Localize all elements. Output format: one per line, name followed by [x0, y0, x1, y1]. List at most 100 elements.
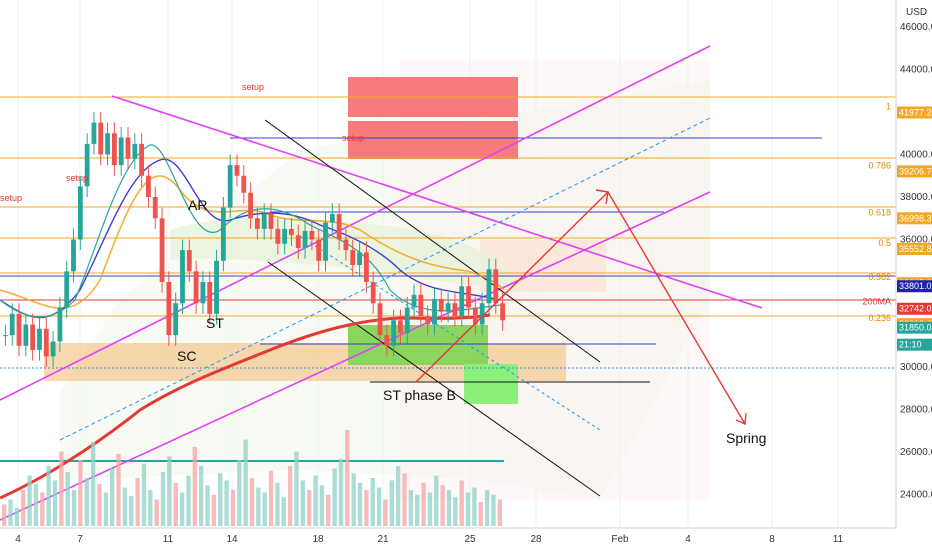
ma-200-label: 200MA [862, 297, 891, 307]
candle [255, 207, 260, 240]
volume-bar [103, 492, 109, 526]
moving-averages [0, 144, 505, 500]
candle [111, 122, 117, 176]
candle [64, 260, 70, 319]
candle [146, 165, 151, 208]
annotation-st-phase-b: ST phase B [383, 387, 456, 403]
volume-bar [243, 439, 248, 526]
candle [125, 126, 131, 170]
volume-bar [186, 475, 191, 526]
x-tick-label: 25 [464, 534, 476, 545]
time-axis[interactable]: 4 7 11 14 18 21 25 28 Feb 4 8 11 [0, 527, 896, 545]
volume-bar [453, 497, 458, 526]
candle [472, 296, 478, 336]
volume-bar [179, 492, 185, 526]
candle [479, 292, 485, 336]
candle [43, 318, 49, 367]
fib-level-label: 0.5 [878, 238, 891, 248]
volume-bar [307, 490, 312, 526]
candle [3, 324, 8, 346]
annotation-sc: SC [177, 348, 196, 364]
volume-bar [434, 475, 439, 526]
volume-bar [395, 466, 401, 526]
volume-bar [224, 480, 229, 526]
volume-bar [497, 499, 502, 526]
volume-bar [370, 478, 375, 526]
volume-bar [364, 490, 369, 526]
price-axis[interactable]: 24000.026000.028000.030000.032000.034000… [895, 0, 932, 528]
volume-bar [294, 451, 299, 526]
volume-bar [135, 478, 140, 526]
volume-bar [148, 490, 153, 526]
volume-bar [110, 468, 115, 526]
volume-bar [198, 466, 204, 526]
price-label-box: 31850.0 [897, 321, 932, 334]
candle [452, 292, 458, 327]
volume-bar [383, 499, 388, 526]
volume-bar [33, 484, 39, 526]
fib-level-label: 0.382 [868, 272, 891, 282]
volume-bar [351, 473, 356, 526]
candle [166, 271, 172, 346]
fib-level-label: 0.618 [868, 207, 891, 217]
volume-bar [154, 499, 159, 526]
candle [200, 271, 206, 314]
volume-bar [300, 480, 306, 526]
volume-bars [2, 430, 502, 526]
candle [193, 260, 199, 314]
volume-bar [129, 496, 134, 526]
volume-bar [230, 490, 236, 526]
candle [50, 330, 56, 367]
volume-bar [205, 485, 210, 526]
x-tick-label: 18 [312, 534, 324, 545]
volume-bar [472, 487, 477, 526]
fib-level-label: 0.236 [868, 313, 891, 323]
candle [30, 313, 36, 361]
volume-bar [287, 466, 293, 526]
candle [357, 241, 362, 276]
volume-bar [249, 478, 255, 526]
y-tick-label: 36000.0 [900, 235, 932, 246]
candle [16, 303, 22, 357]
candle [186, 239, 192, 282]
volume-bar [160, 472, 166, 526]
volume-bar [319, 485, 325, 526]
volume-bar [141, 463, 147, 526]
svg-text:32742.0: 32742.0 [899, 304, 932, 314]
volume-bar [345, 430, 350, 526]
volume-bar [8, 499, 13, 526]
volume-bar [478, 502, 483, 526]
volume-bar [27, 475, 32, 526]
candle [411, 284, 417, 319]
fib-labels: 1 0.786 0.618 0.5 0.382 0.236 200MA [862, 101, 891, 323]
candle [241, 165, 247, 204]
candle [398, 309, 403, 344]
volume-bar [281, 497, 286, 526]
candle [57, 296, 63, 353]
volume-bar [338, 458, 344, 526]
candle [391, 309, 397, 357]
annotation-st: ST [206, 315, 224, 331]
volume-bar [40, 492, 45, 526]
ma-200-line [0, 313, 491, 500]
candle [289, 218, 294, 246]
volume-bar [484, 490, 490, 526]
x-tick-label: 14 [226, 534, 238, 545]
candle [132, 133, 138, 170]
green-zone-main [348, 325, 488, 365]
x-tick-label: 8 [769, 534, 775, 545]
x-tick-label: 4 [15, 534, 21, 545]
volume-bar [65, 472, 70, 526]
volume-bar [440, 485, 445, 526]
zones [44, 60, 710, 500]
price-label-box: 35552.8 [897, 243, 932, 256]
volume-bar [78, 460, 83, 526]
candle [152, 186, 158, 229]
candle [295, 224, 301, 259]
candle [84, 133, 90, 197]
candle [323, 211, 328, 272]
candle [445, 292, 451, 323]
x-tick-label: 21 [377, 534, 389, 545]
volume-bar [332, 468, 337, 526]
